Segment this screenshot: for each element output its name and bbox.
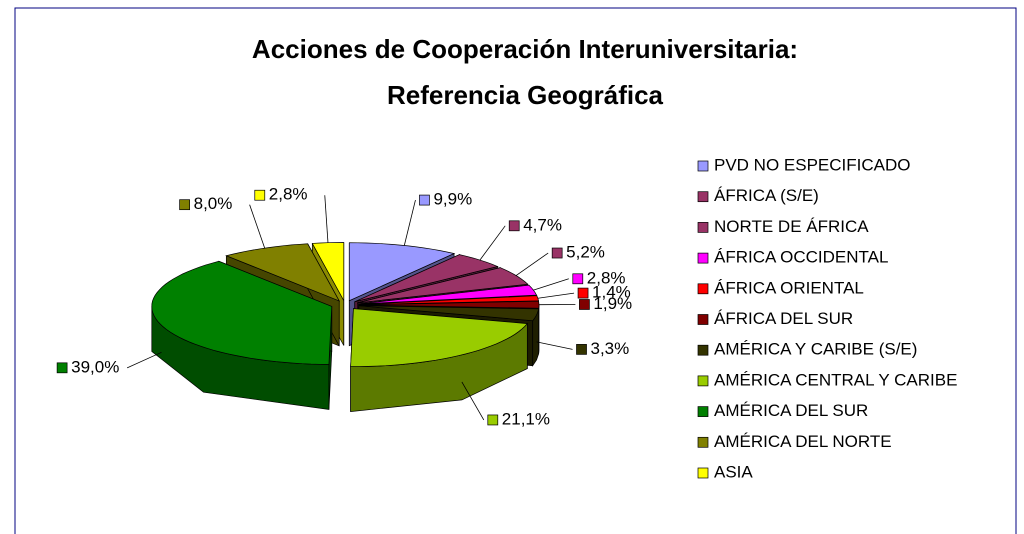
legend-swatch: [697, 406, 709, 417]
label-swatch: [576, 344, 587, 355]
slice-top: [354, 254, 499, 303]
legend-label: ÁFRICA DEL SUR: [714, 309, 853, 328]
data-label: 4,7%: [523, 215, 562, 234]
leader-line: [403, 199, 416, 246]
legend-label: PVD NO ESPECIFICADO: [714, 155, 910, 174]
leader-line: [461, 381, 485, 421]
legend-label: ÁFRICA (S/E): [714, 186, 819, 205]
data-label: 8,0%: [194, 194, 233, 213]
legend-swatch: [697, 252, 709, 264]
legend-swatch: [697, 283, 709, 295]
legend-swatch: [697, 191, 709, 203]
slice-top: [350, 308, 529, 367]
leader-line: [536, 341, 573, 350]
leader-line: [537, 292, 575, 299]
leader-line: [515, 252, 549, 276]
label-swatch: [419, 194, 430, 206]
slice-top: [348, 242, 456, 302]
label-swatch: [579, 299, 590, 310]
data-label: 21,1%: [502, 409, 550, 428]
legend-swatch: [697, 160, 709, 172]
data-label: 1,4%: [592, 283, 631, 302]
leader-line: [479, 225, 506, 261]
legend-swatch: [697, 375, 709, 387]
legend-swatch: [697, 222, 709, 233]
legend-label: AMÉRICA DEL SUR: [714, 401, 868, 420]
label-swatch: [179, 199, 190, 211]
slice-top: [358, 300, 540, 309]
label-swatch: [56, 362, 68, 374]
legend-label: ASIA: [714, 462, 753, 481]
data-label: 2,8%: [269, 185, 308, 204]
label-swatch: [254, 189, 266, 201]
chart-frame: [14, 7, 1017, 534]
label-swatch: [551, 247, 563, 259]
chart-title: Acciones de Cooperación Interuniversitar…: [252, 34, 798, 64]
slice-top: [358, 305, 540, 322]
chart-title: Referencia Geográfica: [387, 80, 664, 110]
legend-label: NORTE DE ÁFRICA: [714, 217, 869, 236]
legend-label: ÁFRICA OCCIDENTAL: [714, 248, 888, 267]
label-swatch: [508, 220, 520, 232]
leader-line: [324, 195, 329, 243]
label-swatch: [572, 273, 584, 285]
data-label: 9,9%: [433, 190, 472, 209]
legend-label: AMÉRICA CENTRAL Y CARIBE: [714, 370, 957, 389]
slice-top: [225, 243, 340, 302]
leader-line: [533, 278, 569, 291]
label-swatch: [487, 414, 499, 426]
slice-top: [358, 284, 538, 305]
legend-swatch: [697, 436, 709, 448]
legend-label: ÁFRICA ORIENTAL: [714, 278, 864, 297]
data-label: 3,3%: [591, 339, 630, 358]
legend-swatch: [697, 344, 709, 356]
legend-swatch: [697, 314, 709, 325]
leader-line: [126, 351, 162, 369]
slice-top: [357, 267, 529, 304]
legend-label: AMÉRICA Y CARIBE (S/E): [714, 340, 917, 359]
data-label: 1,9%: [593, 294, 632, 313]
data-label: 2,8%: [587, 268, 626, 287]
leader-line: [249, 204, 266, 249]
legend-swatch: [697, 467, 709, 479]
label-swatch: [577, 287, 589, 299]
data-label: 39,0%: [71, 357, 119, 376]
data-label: 5,2%: [566, 243, 605, 262]
slice: [350, 308, 529, 412]
slice: [151, 260, 333, 410]
slice-top: [151, 260, 333, 365]
legend-label: AMÉRICA DEL NORTE: [714, 432, 892, 451]
